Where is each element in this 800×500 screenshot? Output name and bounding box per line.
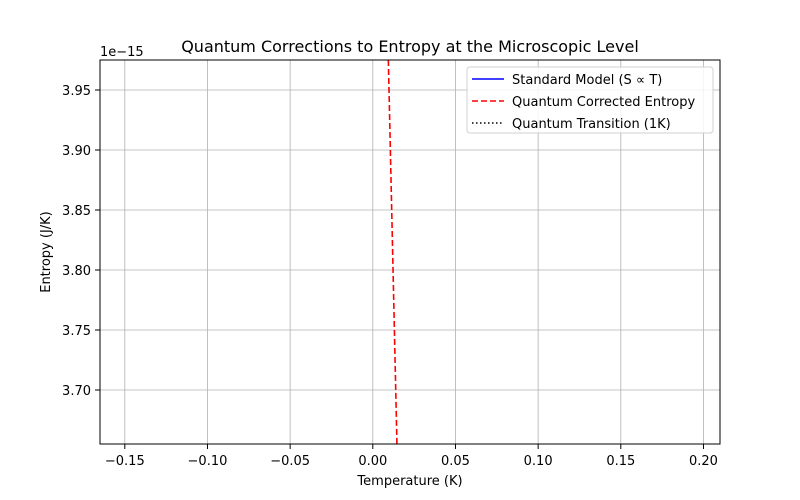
x-tick-label: 0.20	[689, 454, 718, 469]
legend-label: Quantum Transition (1K)	[512, 117, 671, 132]
y-tick-label: 3.70	[62, 384, 91, 399]
x-tick-label: −0.10	[188, 454, 228, 469]
chart-title: Quantum Corrections to Entropy at the Mi…	[181, 37, 639, 56]
series-line-2	[387, 59, 398, 445]
y-tick-label: 3.85	[62, 204, 91, 219]
y-tick-label: 3.75	[62, 324, 91, 339]
x-tick-label: 0.15	[606, 454, 635, 469]
legend-box	[466, 66, 714, 134]
x-tick-label: 0.05	[441, 454, 470, 469]
x-tick-label: −0.15	[105, 454, 145, 469]
legend-label: Quantum Corrected Entropy	[512, 95, 695, 110]
plot-frame	[99, 59, 721, 445]
x-tick-label: 0.10	[524, 454, 553, 469]
x-axis: −0.15 −0.10 −0.05 0.00 0.05 0.10 0.15 0.20	[105, 444, 718, 469]
x-axis-label: Temperature (K)	[356, 474, 462, 489]
y-offset-label: 1e−15	[100, 45, 144, 60]
x-tick-label: 0.00	[358, 454, 387, 469]
x-tick-label: −0.05	[270, 454, 310, 469]
legend: Standard Model (S ∝ T) Quantum Corrected …	[466, 66, 714, 134]
y-tick-label: 3.80	[62, 264, 91, 279]
y-axis: 3.70 3.75 3.80 3.85 3.90 3.95	[62, 84, 100, 399]
series-layer	[387, 59, 398, 445]
y-tick-label: 3.95	[62, 84, 91, 99]
legend-label: Standard Model (S ∝ T)	[512, 73, 662, 88]
y-axis-label: Entropy (J/K)	[39, 211, 54, 293]
y-tick-label: 3.90	[62, 144, 91, 159]
